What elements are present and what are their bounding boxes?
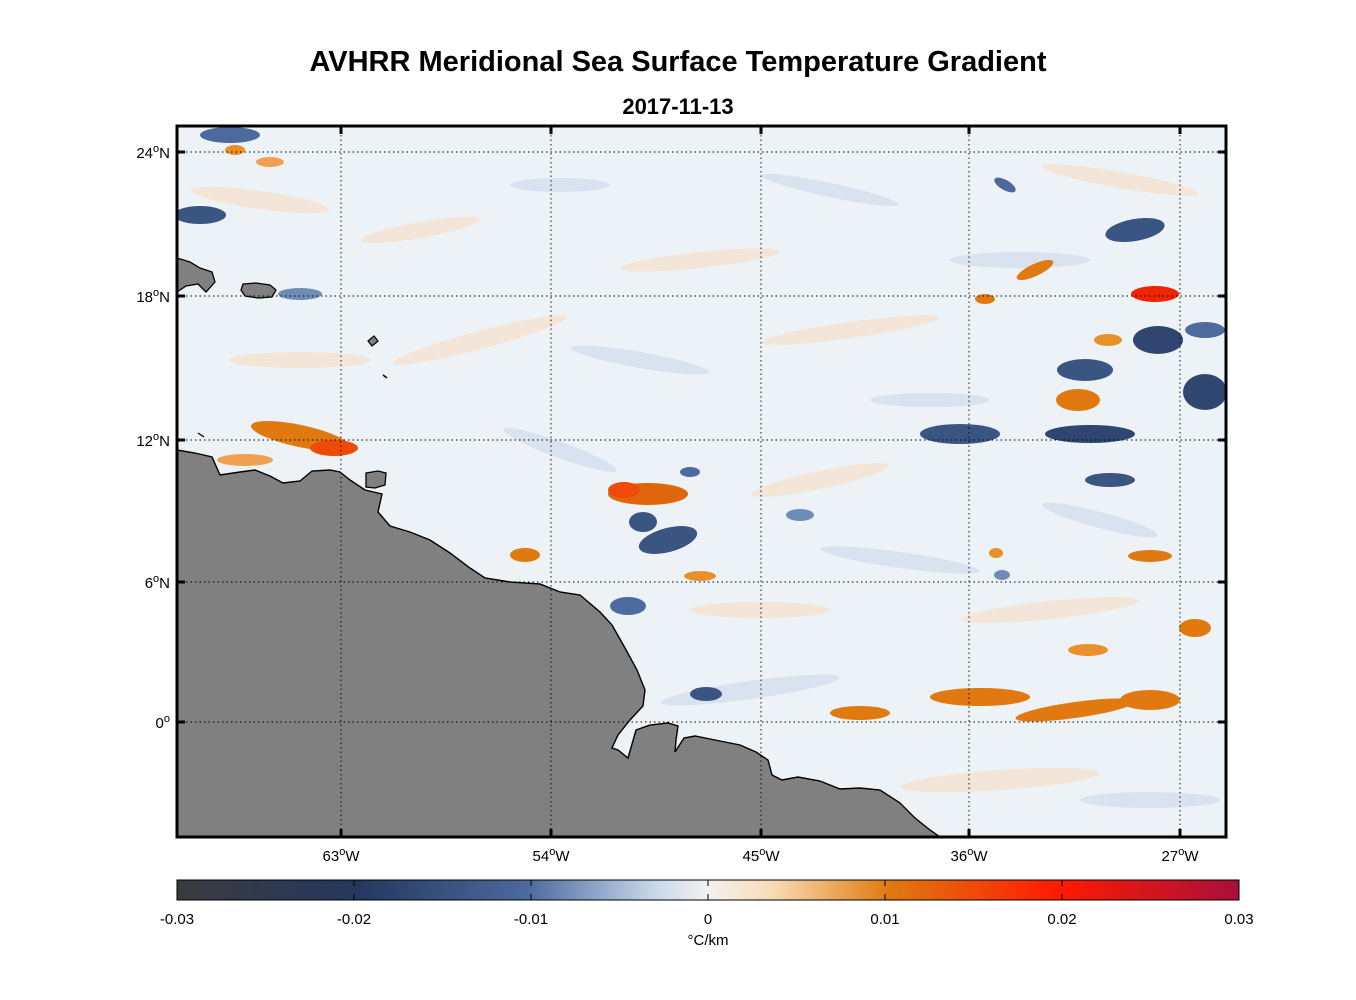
colorbar-tick-label: 0.03 [1224,911,1253,928]
colorbar-tick-label: 0 [704,911,712,928]
land [177,257,942,837]
island-grenada [197,432,205,438]
lat-tick-label: 0o [156,713,170,732]
colorbar-unit: °C/km [687,932,729,949]
south-america-landmass [177,449,942,837]
colorbar-tick-label: -0.01 [514,911,548,928]
colorbar-tick-label: 0.01 [870,911,899,928]
island-barbados [382,374,388,379]
lat-tick-label: 12oN [136,431,170,450]
lon-tick-label: 63oW [323,846,361,865]
island-guadeloupe [367,335,379,347]
colorbar-tick-label: 0.02 [1047,911,1076,928]
gradient-texture [190,164,1220,808]
negative-gradient-features [177,127,1226,701]
colorbar-tick-label: -0.02 [337,911,371,928]
lat-tick-label: 24oN [136,143,170,162]
lat-tick-label: 18oN [136,287,170,306]
axes: 24oN 18oN 12oN 6oN 0o 63oW 54oW 45oW 36oW 27oW [136,126,1226,865]
lon-tick-label: 45oW [743,846,781,865]
map-frame [175,124,1228,839]
lon-tick-label: 27oW [1162,846,1200,865]
lat-tick-label: 6oN [145,573,170,592]
map-subtitle: 2017-11-13 [622,94,734,119]
colorbar-tick-label: -0.03 [160,911,194,928]
island-hispaniola [177,257,216,293]
positive-gradient-features [217,145,1211,722]
lon-tick-label: 54oW [533,846,571,865]
colorbar-ticks: -0.03 -0.02 -0.01 0 0.01 0.02 0.03 [160,880,1254,928]
map-title: AVHRR Meridional Sea Surface Temperature… [309,46,1047,78]
graticule [177,126,1226,837]
island-trinidad [365,470,387,489]
island-puerto-rico [240,282,277,299]
lon-tick-label: 36oW [951,846,989,865]
